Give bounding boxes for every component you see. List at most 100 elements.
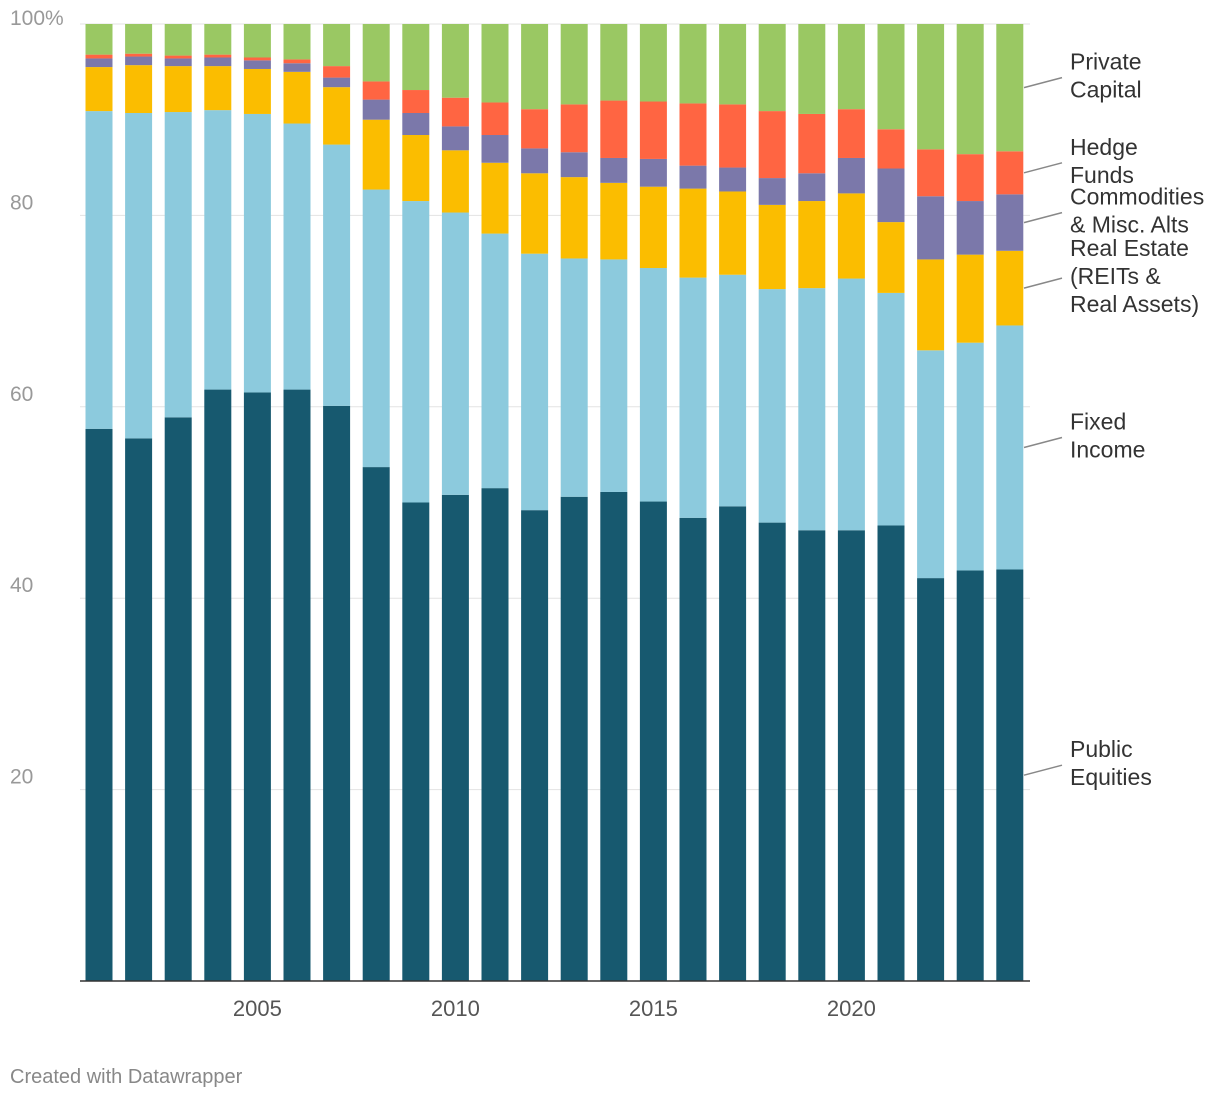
bar-segment-2010-s0 <box>441 494 469 981</box>
bar-segment-2010-s3 <box>441 126 469 151</box>
bar-segment-2011-s4 <box>481 102 509 136</box>
y-tick-label: 40 <box>10 574 33 597</box>
bar-segment-2009-s3 <box>402 113 430 136</box>
bar-segment-2023-s4 <box>956 154 984 202</box>
bar-segment-2006-s5 <box>283 24 311 60</box>
legend-label-line: Real Assets) <box>1070 291 1199 317</box>
bar-segment-2011-s0 <box>481 488 509 981</box>
bar-segment-2017-s4 <box>719 104 747 168</box>
bar-segment-2020-s4 <box>837 109 865 158</box>
bar-segment-2022-s4 <box>917 149 945 197</box>
bar-segment-2004-s1 <box>204 110 232 390</box>
legend-label-s5: Private Capital <box>1070 49 1142 103</box>
legend-leader-s3 <box>1023 211 1063 224</box>
bars <box>85 24 1024 982</box>
bar-segment-2002-s2 <box>125 65 153 113</box>
x-tick-label: 2010 <box>431 996 480 1021</box>
bar-segment-2020-s1 <box>837 278 865 531</box>
bar-segment-2015-s0 <box>639 501 667 981</box>
bar-segment-2018-s5 <box>758 24 786 112</box>
bar-segment-2019-s4 <box>798 113 826 174</box>
x-tick-label: 2005 <box>233 996 282 1021</box>
bar-segment-2016-s4 <box>679 103 707 166</box>
bar-segment-2005-s1 <box>243 113 271 393</box>
bar-segment-2017-s2 <box>719 191 747 275</box>
bar-segment-2020-s2 <box>837 193 865 279</box>
bar-segment-2013-s2 <box>560 177 588 259</box>
bar-segment-2015-s5 <box>639 24 667 102</box>
bar-segment-2017-s0 <box>719 506 747 981</box>
bar-segment-2006-s2 <box>283 71 311 124</box>
bar-segment-2002-s4 <box>125 53 153 57</box>
bar-segment-2010-s2 <box>441 150 469 213</box>
bar-segment-2004-s0 <box>204 389 232 981</box>
legend-label-line: Funds <box>1070 162 1134 188</box>
bar-segment-2017-s3 <box>719 167 747 192</box>
bar-segment-2013-s5 <box>560 24 588 105</box>
bar-segment-2005-s2 <box>243 68 271 114</box>
bar-segment-2003-s1 <box>164 112 192 418</box>
bar-segment-2003-s3 <box>164 58 192 67</box>
bar-segment-2002-s3 <box>125 56 153 66</box>
bar-segment-2010-s4 <box>441 97 469 127</box>
bar-segment-2005-s0 <box>243 392 271 981</box>
x-tick-label: 2020 <box>827 996 876 1021</box>
legend-leader-s0 <box>1023 764 1063 776</box>
bar-segment-2015-s3 <box>639 158 667 187</box>
bar-segment-2015-s4 <box>639 101 667 159</box>
bar-segment-2020-s3 <box>837 157 865 194</box>
bar-segment-2009-s4 <box>402 90 430 113</box>
bar-segment-2017-s5 <box>719 24 747 105</box>
bar-segment-2012-s3 <box>521 148 549 174</box>
legend-label-line: Real Estate <box>1070 235 1189 261</box>
bar-segment-2022-s5 <box>917 24 945 150</box>
bar-segment-2005-s5 <box>243 24 271 58</box>
bar-segment-2020-s5 <box>837 24 865 110</box>
y-tick-label: 20 <box>10 766 33 789</box>
bar-segment-2014-s5 <box>600 24 628 101</box>
bar-segment-2006-s3 <box>283 63 311 72</box>
bar-segment-2012-s0 <box>521 510 549 981</box>
bar-segment-2019-s2 <box>798 201 826 289</box>
footer-credit: Created with Datawrapper <box>10 1066 243 1088</box>
y-tick-label: 60 <box>10 383 33 406</box>
bar-segment-2004-s5 <box>204 24 232 55</box>
bar-segment-2016-s2 <box>679 188 707 278</box>
bar-segment-2024-s1 <box>996 325 1024 570</box>
legend-label-line: (REITs & <box>1070 263 1161 289</box>
bar-segment-2007-s4 <box>323 66 351 78</box>
bar-segment-2003-s4 <box>164 55 192 59</box>
bar-segment-2024-s0 <box>996 569 1024 981</box>
bar-segment-2006-s0 <box>283 389 311 981</box>
bar-segment-2021-s4 <box>877 129 905 169</box>
x-tick-label: 2015 <box>629 996 678 1021</box>
bar-segment-2001-s3 <box>85 58 113 68</box>
legend-label-line: Income <box>1070 436 1145 462</box>
bar-segment-2019-s5 <box>798 24 826 114</box>
bar-segment-2023-s1 <box>956 342 984 571</box>
bar-segment-2007-s0 <box>323 405 351 982</box>
bar-segment-2006-s4 <box>283 59 311 64</box>
legend-label-line: Commodities <box>1070 184 1204 210</box>
bar-segment-2021-s0 <box>877 525 905 981</box>
bar-segment-2022-s1 <box>917 350 945 579</box>
bar-segment-2022-s3 <box>917 196 945 260</box>
bar-segment-2013-s3 <box>560 152 588 178</box>
bar-segment-2019-s0 <box>798 530 826 981</box>
bar-segment-2008-s3 <box>362 99 390 120</box>
bar-segment-2001-s1 <box>85 111 113 429</box>
y-tick-label: 80 <box>10 191 33 214</box>
bar-segment-2009-s1 <box>402 201 430 503</box>
bar-segment-2013-s0 <box>560 496 588 981</box>
bar-segment-2003-s0 <box>164 417 192 982</box>
bar-segment-2012-s2 <box>521 173 549 254</box>
bar-segment-2008-s1 <box>362 189 390 468</box>
bar-segment-2004-s2 <box>204 66 232 111</box>
bar-segment-2008-s5 <box>362 24 390 82</box>
bar-segment-2013-s1 <box>560 258 588 497</box>
gridlines <box>80 23 1030 791</box>
bar-segment-2015-s2 <box>639 186 667 269</box>
bar-segment-2015-s1 <box>639 268 667 502</box>
axes: 20 40 60 80 100% 2005 2010 2015 2020 <box>10 7 1030 1021</box>
